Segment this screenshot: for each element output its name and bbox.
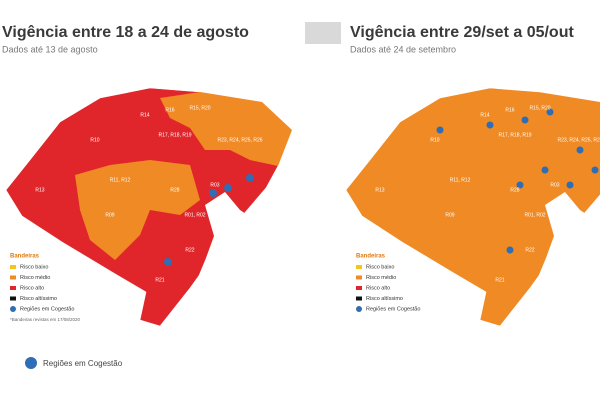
region-label: R21: [495, 277, 504, 283]
region-label: R28: [170, 187, 179, 193]
legend-label: Risco médio: [20, 275, 50, 281]
legend-icon: [356, 306, 362, 312]
region-label: R09: [105, 212, 114, 218]
region-label: R17, R18, R19: [498, 132, 531, 138]
orange-area: [160, 92, 292, 166]
region-label: R23, R24, R25, R26: [557, 137, 600, 143]
region-label: R22: [185, 247, 194, 253]
legend-label: Risco baixo: [366, 264, 394, 270]
legend-label: Regiões em Cogestão: [20, 306, 74, 312]
legend-swatch: [10, 265, 16, 269]
map-right: R16 R15, R20 R14 R10 R17, R18, R19 R23, R24, …: [345, 87, 600, 327]
region-label: R10: [90, 137, 99, 143]
region-label: R21: [155, 277, 164, 283]
legend-label: Regiões em Cogestão: [366, 306, 420, 312]
map-left: R16 R15, R20 R14 R10 R17, R18, R19 R23, R24, …: [5, 87, 293, 327]
legend-label: Risco alto: [20, 285, 44, 291]
legend-swatch: [356, 286, 362, 290]
cogestao-icon: [25, 357, 37, 369]
legend-swatch: [10, 296, 16, 301]
legend-label: Risco altíssimo: [20, 296, 57, 302]
footnote: *Bandeiras revistas em 17/08/2020: [10, 317, 81, 322]
region-label: R13: [35, 187, 44, 193]
region-label: R11, R12: [450, 177, 471, 183]
legend-label: Risco alto: [366, 285, 390, 291]
legend-swatch: [356, 296, 362, 301]
legend-label: Risco baixo: [20, 264, 48, 270]
region-label: R15, R20: [529, 105, 550, 111]
legend-swatch: [10, 275, 16, 280]
region-label: R15, R20: [189, 105, 210, 111]
region-label: R14: [140, 112, 149, 118]
legend-heading: Bandeiras: [10, 254, 40, 260]
region-label: R10: [430, 137, 439, 143]
region-label: R23, R24, R25, R26: [217, 137, 262, 143]
region-label: R17, R18, R19: [158, 132, 191, 138]
placeholder-box: [305, 22, 341, 44]
region-label: R22: [525, 247, 534, 253]
legend-swatch: [356, 265, 362, 269]
region-label: R09: [445, 212, 454, 218]
region-label: R01, R02: [184, 212, 205, 218]
region-label: R03: [550, 182, 559, 188]
legend-label: Risco altíssimo: [366, 296, 403, 302]
region-label: R28: [510, 187, 519, 193]
region-label: R14: [480, 112, 489, 118]
map-subtitle: Dados até 13 de agosto: [2, 44, 98, 54]
bottom-legend: Regiões em Cogestão: [43, 359, 123, 368]
legend-swatch: [356, 275, 362, 280]
map-title: Vigência entre 29/set a 05/out: [350, 24, 574, 41]
region-label: R16: [165, 107, 174, 113]
region-label: R13: [375, 187, 384, 193]
region-label: R01, R02: [524, 212, 545, 218]
legend-icon: [10, 306, 16, 312]
region-label: R11, R12: [110, 177, 131, 183]
legend-label: Risco médio: [366, 275, 396, 281]
region-label: R03: [210, 182, 219, 188]
map-title: Vigência entre 18 a 24 de agosto: [2, 24, 249, 41]
map-subtitle: Dados até 24 de setembro: [350, 44, 456, 54]
region-label: R16: [505, 107, 514, 113]
orange-area: [75, 160, 200, 260]
legend-heading: Bandeiras: [356, 254, 386, 260]
legend-swatch: [10, 286, 16, 290]
